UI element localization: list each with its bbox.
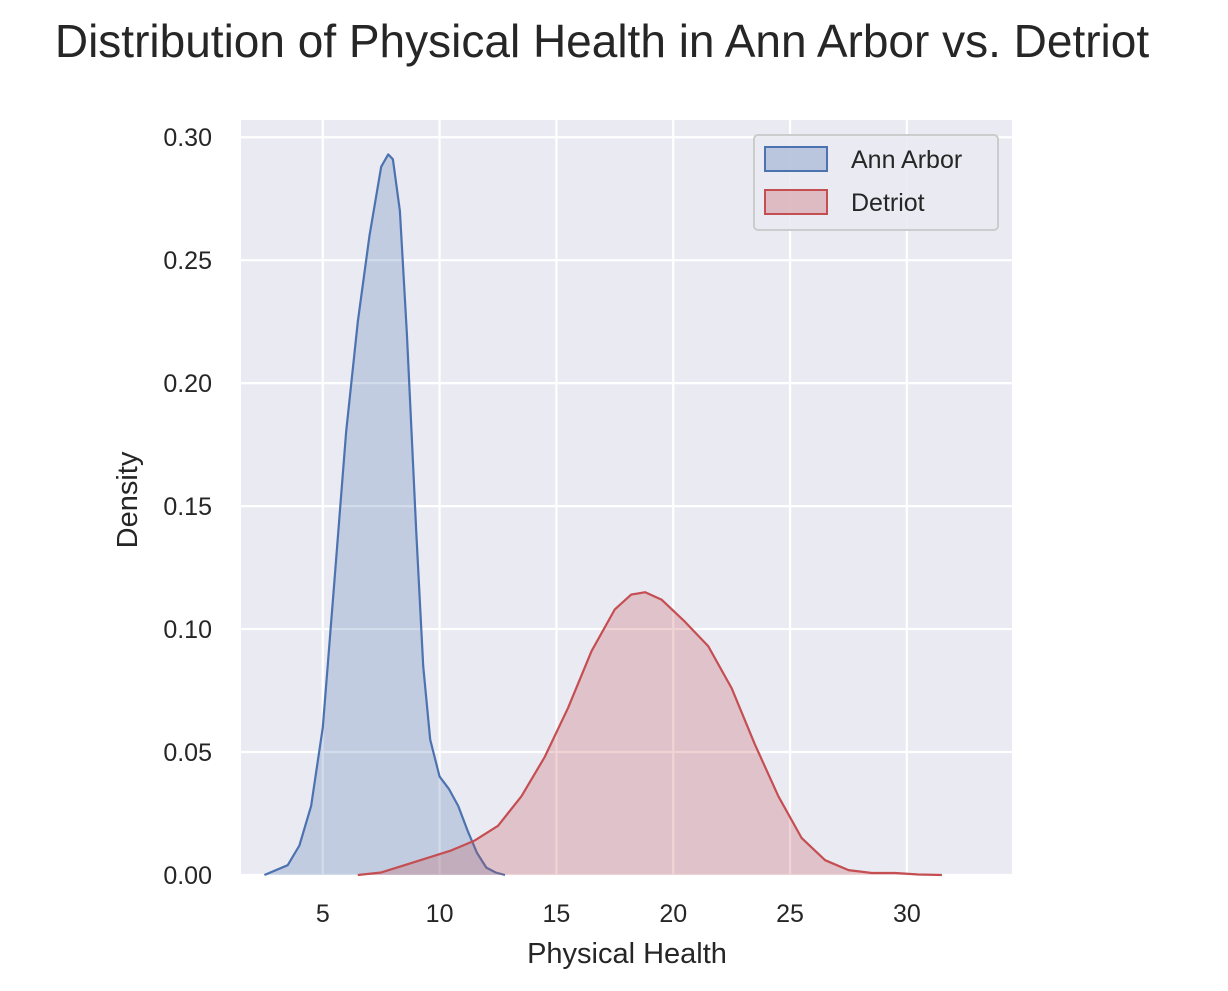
y-tick-label: 0.05	[163, 739, 212, 767]
y-tick-label: 0.15	[163, 493, 212, 521]
legend-box	[753, 134, 999, 231]
y-axis-label: Density	[112, 451, 144, 548]
y-tick-label: 0.30	[163, 124, 212, 152]
y-tick-label: 0.10	[163, 616, 212, 644]
x-axis-label: Physical Health	[527, 938, 727, 970]
x-tick-label: 10	[426, 900, 454, 928]
series-line-ann-arbor	[263, 153, 506, 877]
x-tick-label: 25	[776, 900, 804, 928]
legend-label-detriot: Detriot	[851, 189, 925, 217]
x-tick-label: 30	[893, 900, 921, 928]
series-area-detriot	[357, 592, 942, 875]
plot-area	[241, 120, 1012, 875]
x-tick-label: 5	[316, 900, 330, 928]
legend-swatch-detriot	[764, 189, 828, 215]
y-tick-label: 0.20	[163, 370, 212, 398]
x-tick-label: 20	[659, 900, 687, 928]
legend: Ann Arbor Detriot	[753, 134, 999, 231]
legend-label-ann-arbor: Ann Arbor	[851, 146, 962, 174]
y-tick-label: 0.25	[163, 247, 212, 275]
grid-lines	[241, 120, 1012, 877]
x-tick-label: 15	[543, 900, 571, 928]
series-line-detriot	[357, 591, 942, 877]
tick-labels: 5 10 15 20 25 30 0.00 0.05 0.10 0.15 0.20 0.25 0.30	[163, 124, 920, 928]
chart-title: Distribution of Physical Health in Ann A…	[55, 15, 1149, 67]
series-areas	[263, 153, 942, 877]
series-area-ann-arbor	[264, 154, 505, 875]
legend-swatch-ann-arbor	[764, 146, 828, 172]
y-tick-label: 0.00	[163, 862, 212, 890]
